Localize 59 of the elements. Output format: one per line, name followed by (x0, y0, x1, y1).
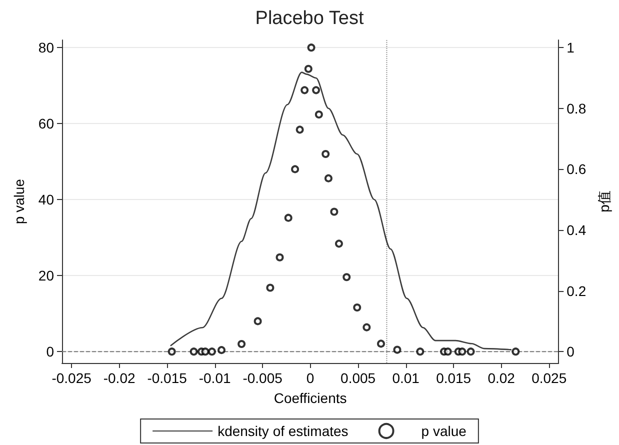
y2-tick-label: 0.8 (566, 100, 586, 116)
point (342, 273, 351, 282)
point (312, 86, 320, 94)
y2-tick-label: 1 (566, 40, 575, 56)
y-axis-title: p value (11, 178, 27, 224)
point (314, 110, 323, 118)
point (307, 44, 316, 52)
x-tick-label: 0.005 (340, 370, 376, 386)
point (444, 348, 452, 356)
x-tick-label: 0 (306, 370, 314, 386)
point (330, 208, 338, 216)
point (322, 150, 330, 158)
point (208, 348, 216, 356)
point (512, 348, 520, 356)
point (190, 348, 198, 356)
x-tick-label: 0.025 (532, 370, 567, 386)
chart-title: Placebo Test (255, 8, 364, 29)
legend-label: kdensity of estimates (218, 423, 348, 439)
x-tick-label: 0.02 (488, 370, 516, 386)
x-tick-label: -0.015 (147, 370, 188, 386)
point (291, 165, 300, 174)
point (377, 340, 385, 348)
y2-tick-label: 0 (566, 344, 575, 360)
point (458, 348, 466, 356)
x-tick-label: -0.01 (198, 370, 231, 386)
x-tick-label: -0.02 (103, 370, 136, 386)
y-tick-label: 80 (38, 40, 54, 56)
point (304, 64, 312, 73)
point (254, 317, 262, 326)
point (300, 86, 309, 94)
point (238, 340, 246, 348)
point (362, 323, 371, 332)
y2-tick-label: 0.2 (566, 282, 586, 299)
point (416, 348, 424, 356)
x-tick-label: -0.005 (242, 370, 283, 386)
y2-tick-label: 0.4 (566, 222, 586, 238)
y2-axis-title: p值 (596, 190, 612, 212)
point (296, 126, 304, 134)
legend-label: p value (421, 423, 467, 439)
point (393, 346, 402, 354)
point (334, 240, 343, 248)
x-tick-label: 0.01 (392, 370, 420, 386)
point (353, 304, 362, 312)
x-axis-title: Coefficients (274, 390, 347, 406)
point (168, 348, 176, 356)
y-tick-label: 60 (38, 116, 54, 132)
x-tick-label: 0.015 (436, 370, 472, 386)
point (266, 284, 274, 292)
point (201, 348, 210, 356)
y-tick-label: 20 (38, 268, 54, 284)
point (276, 253, 284, 262)
point (218, 346, 226, 354)
point (324, 174, 332, 182)
point (284, 214, 292, 222)
y-tick-label: 40 (38, 192, 54, 208)
y2-tick-label: 0.6 (566, 161, 586, 178)
x-tick-label: -0.025 (52, 370, 92, 386)
y-tick-label: 0 (46, 344, 54, 360)
point (466, 348, 475, 356)
